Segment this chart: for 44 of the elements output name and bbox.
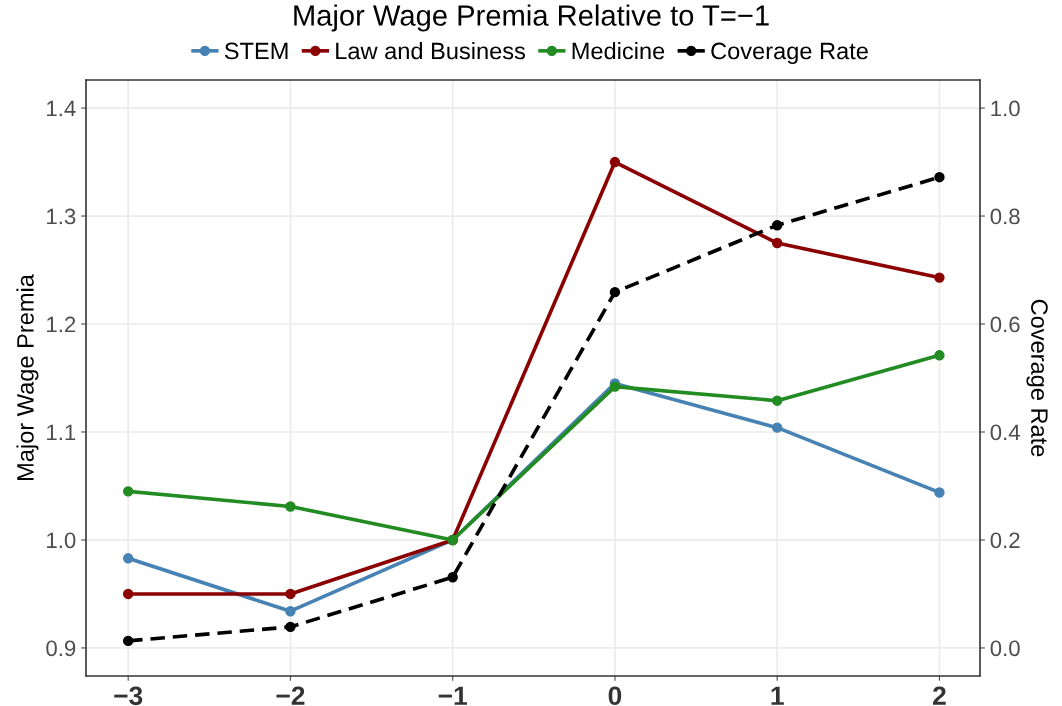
point bbox=[771, 237, 783, 249]
point bbox=[447, 571, 458, 583]
point bbox=[771, 422, 783, 433]
legend-label: STEM bbox=[224, 42, 288, 60]
x-tick-label: −3 bbox=[114, 686, 143, 706]
legend-label: Law and Business bbox=[336, 42, 526, 60]
y2-tick-label: 0.4 bbox=[990, 424, 1020, 441]
y-tick-label: 1.0 bbox=[47, 532, 76, 549]
y-tick-label: 1.1 bbox=[47, 424, 76, 441]
point bbox=[285, 621, 296, 633]
point bbox=[285, 501, 296, 512]
y-tick-label: 1.3 bbox=[47, 208, 76, 225]
y2-tick-label: 0.8 bbox=[990, 208, 1020, 225]
y-tick-label: 1.4 bbox=[47, 100, 76, 117]
point bbox=[122, 486, 134, 497]
point bbox=[934, 272, 945, 283]
y2-tick-label: 0.2 bbox=[990, 532, 1020, 549]
point bbox=[122, 588, 134, 600]
point bbox=[771, 395, 783, 406]
point bbox=[934, 487, 945, 498]
y-tick-label: 1.2 bbox=[47, 316, 76, 333]
point bbox=[285, 588, 296, 600]
legend-label: Coverage Rate bbox=[711, 42, 868, 64]
y-axis-title: Major Wage Premia bbox=[16, 274, 39, 480]
y-tick-label: 0.9 bbox=[46, 640, 76, 657]
y2-tick-label: 0.6 bbox=[990, 316, 1020, 333]
x-tick-label: −1 bbox=[438, 686, 467, 705]
point bbox=[609, 286, 621, 298]
x-tick-label: 1 bbox=[771, 686, 784, 705]
x-tick-label: −2 bbox=[276, 686, 305, 705]
x-tick-label: 2 bbox=[933, 686, 946, 705]
point bbox=[934, 350, 945, 361]
x-tick-label: 0 bbox=[608, 686, 622, 706]
chart-title: Major Wage Premia Relative to T=−1 bbox=[294, 4, 769, 32]
y2-axis-title: Coverage Rate bbox=[1026, 299, 1048, 457]
point bbox=[285, 606, 296, 617]
point bbox=[609, 156, 621, 168]
point bbox=[934, 171, 945, 183]
legend-label: Medicine bbox=[572, 42, 665, 60]
y2-tick-label: 0.0 bbox=[990, 640, 1020, 657]
point bbox=[122, 635, 134, 647]
point bbox=[122, 553, 134, 564]
point bbox=[771, 220, 783, 231]
y2-tick-label: 1.0 bbox=[991, 100, 1020, 117]
